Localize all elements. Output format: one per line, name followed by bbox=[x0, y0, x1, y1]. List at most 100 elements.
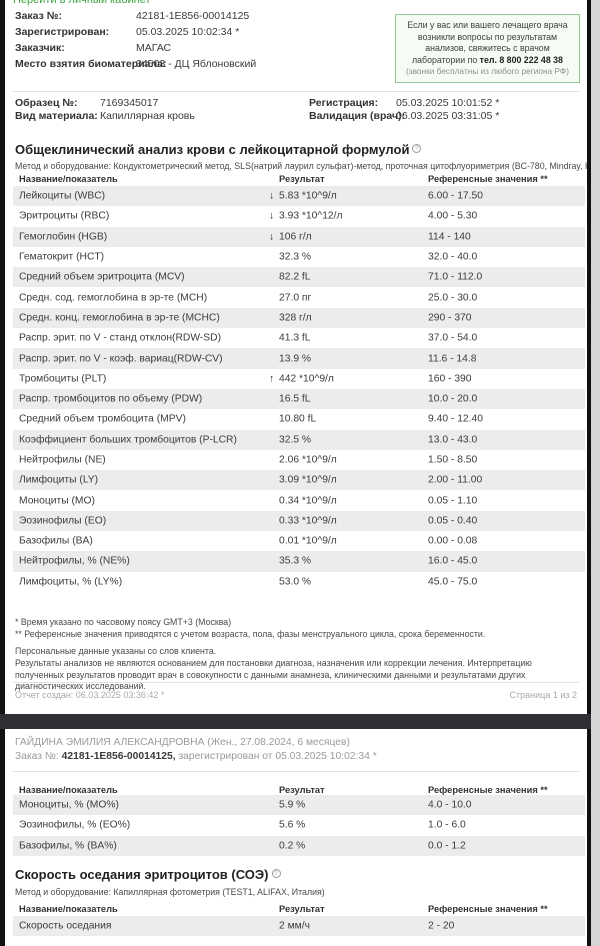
param-name: Средн. сод. гемоглобина в эр-те (MCH) bbox=[19, 292, 208, 304]
reference-range: 0.05 - 1.10 bbox=[428, 495, 478, 507]
patient-info: ГАЙДИНА ЭМИЛИЯ АЛЕКСАНДРОВНА (Жен., 27.0… bbox=[15, 737, 350, 748]
header-divider bbox=[13, 91, 579, 92]
report-page-1: Перейти в личный кабинет Заказ №: 42181-… bbox=[5, 0, 587, 714]
param-name: Лейкоциты (WBC) bbox=[19, 190, 106, 202]
sample-number-label: Образец №: bbox=[15, 97, 78, 109]
table-row: Базофилы (BA) 0.01 *10^9/л 0.00 - 0.08 bbox=[13, 531, 585, 551]
result-value: 10.80 fL bbox=[279, 413, 317, 425]
reference-range: 37.0 - 54.0 bbox=[428, 332, 478, 344]
param-name: Коэффициент больших тромбоцитов (P-LCR) bbox=[19, 434, 237, 446]
result-value: 53.0 % bbox=[279, 576, 312, 588]
param-name: Средний объем эритроцита (MCV) bbox=[19, 271, 185, 283]
col-header-name: Название/показатель bbox=[19, 174, 118, 184]
table-row: Лейкоциты (WBC) ↓ 5.83 *10^9/л 6.00 - 17.50 bbox=[13, 186, 585, 207]
table-row: Скорость оседания 2 мм/ч 2 - 20 bbox=[13, 916, 585, 937]
validation-label: Валидация (врач): bbox=[309, 110, 406, 122]
cbc-section-title: Общеклинический анализ крови с лейкоцита… bbox=[15, 142, 422, 157]
table-row: Эритроциты (RBC) ↓ 3.93 *10^12/л 4.00 - 5.3… bbox=[13, 206, 585, 226]
material-type-label: Вид материала: bbox=[15, 110, 98, 122]
result-value: ↑ 442 *10^9/л bbox=[269, 373, 334, 385]
diff-table-body: Моноциты, % (MO%) 5.9 % 4.0 - 10.0 Эозинофи… bbox=[13, 795, 585, 856]
col-header-result: Результат bbox=[279, 174, 325, 184]
result-value: 0.2 % bbox=[279, 840, 306, 852]
contact-line-3: анализов, свяжитесь с врачом bbox=[425, 43, 550, 53]
table-row: Нейтрофилы, % (NE%) 35.3 % 16.0 - 45.0 bbox=[13, 551, 585, 572]
param-name: Лимфоциты, % (LY%) bbox=[19, 576, 123, 588]
param-name: Эозинофилы, % (EO%) bbox=[19, 819, 131, 831]
result-value: 3.09 *10^9/л bbox=[279, 474, 337, 486]
table-row: Базофилы, % (BA%) 0.2 % 0.0 - 1.2 bbox=[13, 835, 585, 856]
result-value: 0.33 *10^9/л bbox=[279, 515, 337, 527]
footnote-timezone: * Время указано по часовому поясу GMT+3 … bbox=[15, 617, 232, 627]
collection-place-label: Место взятия биоматериала: bbox=[15, 58, 167, 70]
table-row: Средн. сод. гемоглобина в эр-те (MCH) 27.… bbox=[13, 287, 585, 307]
reference-range: 32.0 - 40.0 bbox=[428, 251, 478, 263]
result-value: ↓ 106 г/л bbox=[269, 231, 312, 243]
reference-range: 290 - 370 bbox=[428, 312, 472, 324]
reference-range: 25.0 - 30.0 bbox=[428, 292, 478, 304]
result-value: 32.5 % bbox=[279, 434, 312, 446]
result-value: 27.0 пг bbox=[279, 292, 312, 304]
param-name: Скорость оседания bbox=[19, 920, 112, 932]
result-value: 2 мм/ч bbox=[279, 920, 310, 932]
report-page-2: ГАЙДИНА ЭМИЛИЯ АЛЕКСАНДРОВНА (Жен., 27.0… bbox=[5, 729, 587, 946]
param-name: Моноциты (MO) bbox=[19, 495, 95, 507]
table-row: Тромбоциты (PLT) ↑ 442 *10^9/л 160 - 390 bbox=[13, 369, 585, 389]
lab-contact-box: Если у вас или вашего лечащего врача воз… bbox=[395, 14, 580, 83]
reference-range: 1.0 - 6.0 bbox=[428, 819, 466, 831]
table-row: Нейтрофилы (NE) 2.06 *10^9/л 1.50 - 8.50 bbox=[13, 450, 585, 470]
viewer-right-strip bbox=[591, 0, 600, 946]
table-row: Эозинофилы (EO) 0.33 *10^9/л 0.05 - 0.40 bbox=[13, 510, 585, 532]
table-row: Моноциты (MO) 0.34 *10^9/л 0.05 - 1.10 bbox=[13, 490, 585, 510]
report-created-timestamp: Отчет создан: 06.03.2025 03:36:42 * bbox=[15, 690, 165, 700]
table-row: Коэффициент больших тромбоцитов (P-LCR) 3… bbox=[13, 429, 585, 450]
reference-range: 16.0 - 45.0 bbox=[428, 555, 478, 567]
registration-label: Регистрация: bbox=[309, 97, 379, 109]
info-icon[interactable]: ? bbox=[271, 869, 281, 878]
reference-range: 4.0 - 10.0 bbox=[428, 799, 472, 811]
result-value: 328 г/л bbox=[279, 312, 312, 324]
result-value: 5.6 % bbox=[279, 819, 306, 831]
table-row: Лимфоциты, % (LY%) 53.0 % 45.0 - 75.0 bbox=[13, 572, 585, 592]
arrow-down-icon: ↓ bbox=[269, 190, 275, 202]
reference-range: 45.0 - 75.0 bbox=[428, 576, 478, 588]
validation-value: 06.03.2025 03:31:05 * bbox=[396, 110, 500, 122]
result-value: 41.3 fL bbox=[279, 332, 311, 344]
page2-divider bbox=[13, 771, 579, 772]
customer-value: МАГАС bbox=[136, 42, 172, 54]
collection-place-value: 34503 - ДЦ Яблоновский bbox=[136, 58, 257, 70]
personal-account-link[interactable]: Перейти в личный кабинет bbox=[13, 0, 151, 6]
result-value: 0.34 *10^9/л bbox=[279, 495, 337, 507]
param-name: Распр. эрит. по V - коэф. вариац(RDW-CV) bbox=[19, 353, 223, 365]
order-info-line: Заказ №: 42181-1E856-00014125, зарегистр… bbox=[15, 751, 377, 762]
contact-fine-print: (звонки бесплатны из любого региона РФ) bbox=[406, 66, 569, 76]
result-value: 13.9 % bbox=[279, 353, 312, 365]
table-row: Средний объем эритроцита (MCV) 82.2 fL 71.… bbox=[13, 267, 585, 288]
result-value: 32.3 % bbox=[279, 251, 312, 263]
lab-phone-number: тел. 8 800 222 48 38 bbox=[479, 54, 563, 65]
arrow-down-icon: ↓ bbox=[269, 210, 275, 222]
table-row: Средний объем тромбоцита (MPV) 10.80 fL 9.… bbox=[13, 409, 585, 429]
footnote-disclaimer: Результаты анализов не являются основани… bbox=[15, 658, 532, 691]
param-name: Средний объем тромбоцита (MPV) bbox=[19, 413, 186, 425]
info-icon[interactable]: ? bbox=[412, 144, 422, 153]
arrow-down-icon: ↓ bbox=[269, 231, 275, 243]
esr-table-body: Скорость оседания 2 мм/ч 2 - 20 bbox=[13, 916, 585, 937]
col-header-reference: Референсные значения ** bbox=[428, 174, 548, 184]
param-name: Распр. эрит. по V - станд отклон(RDW-SD) bbox=[19, 332, 222, 344]
reference-range: 0.05 - 0.40 bbox=[428, 515, 478, 527]
param-name: Базофилы (BA) bbox=[19, 535, 93, 547]
reference-range: 2 - 20 bbox=[428, 920, 455, 932]
result-value: ↓ 5.83 *10^9/л bbox=[269, 190, 337, 202]
esr-table-header: Название/показатель Результат Референсны… bbox=[13, 903, 585, 915]
page-separator bbox=[0, 714, 591, 729]
result-value: 5.9 % bbox=[279, 799, 306, 811]
registration-value: 05.03.2025 10:01:52 * bbox=[396, 97, 500, 109]
col-header-reference: Референсные значения ** bbox=[428, 904, 548, 914]
table-row: Моноциты, % (MO%) 5.9 % 4.0 - 10.0 bbox=[13, 795, 585, 816]
result-value: ↓ 3.93 *10^12/л bbox=[269, 210, 343, 222]
table-row: Распр. эрит. по V - коэф. вариац(RDW-CV)… bbox=[13, 348, 585, 369]
param-name: Распр. тромбоцитов по объему (PDW) bbox=[19, 393, 203, 405]
param-name: Базофилы, % (BA%) bbox=[19, 840, 117, 852]
reference-range: 114 - 140 bbox=[428, 231, 471, 243]
